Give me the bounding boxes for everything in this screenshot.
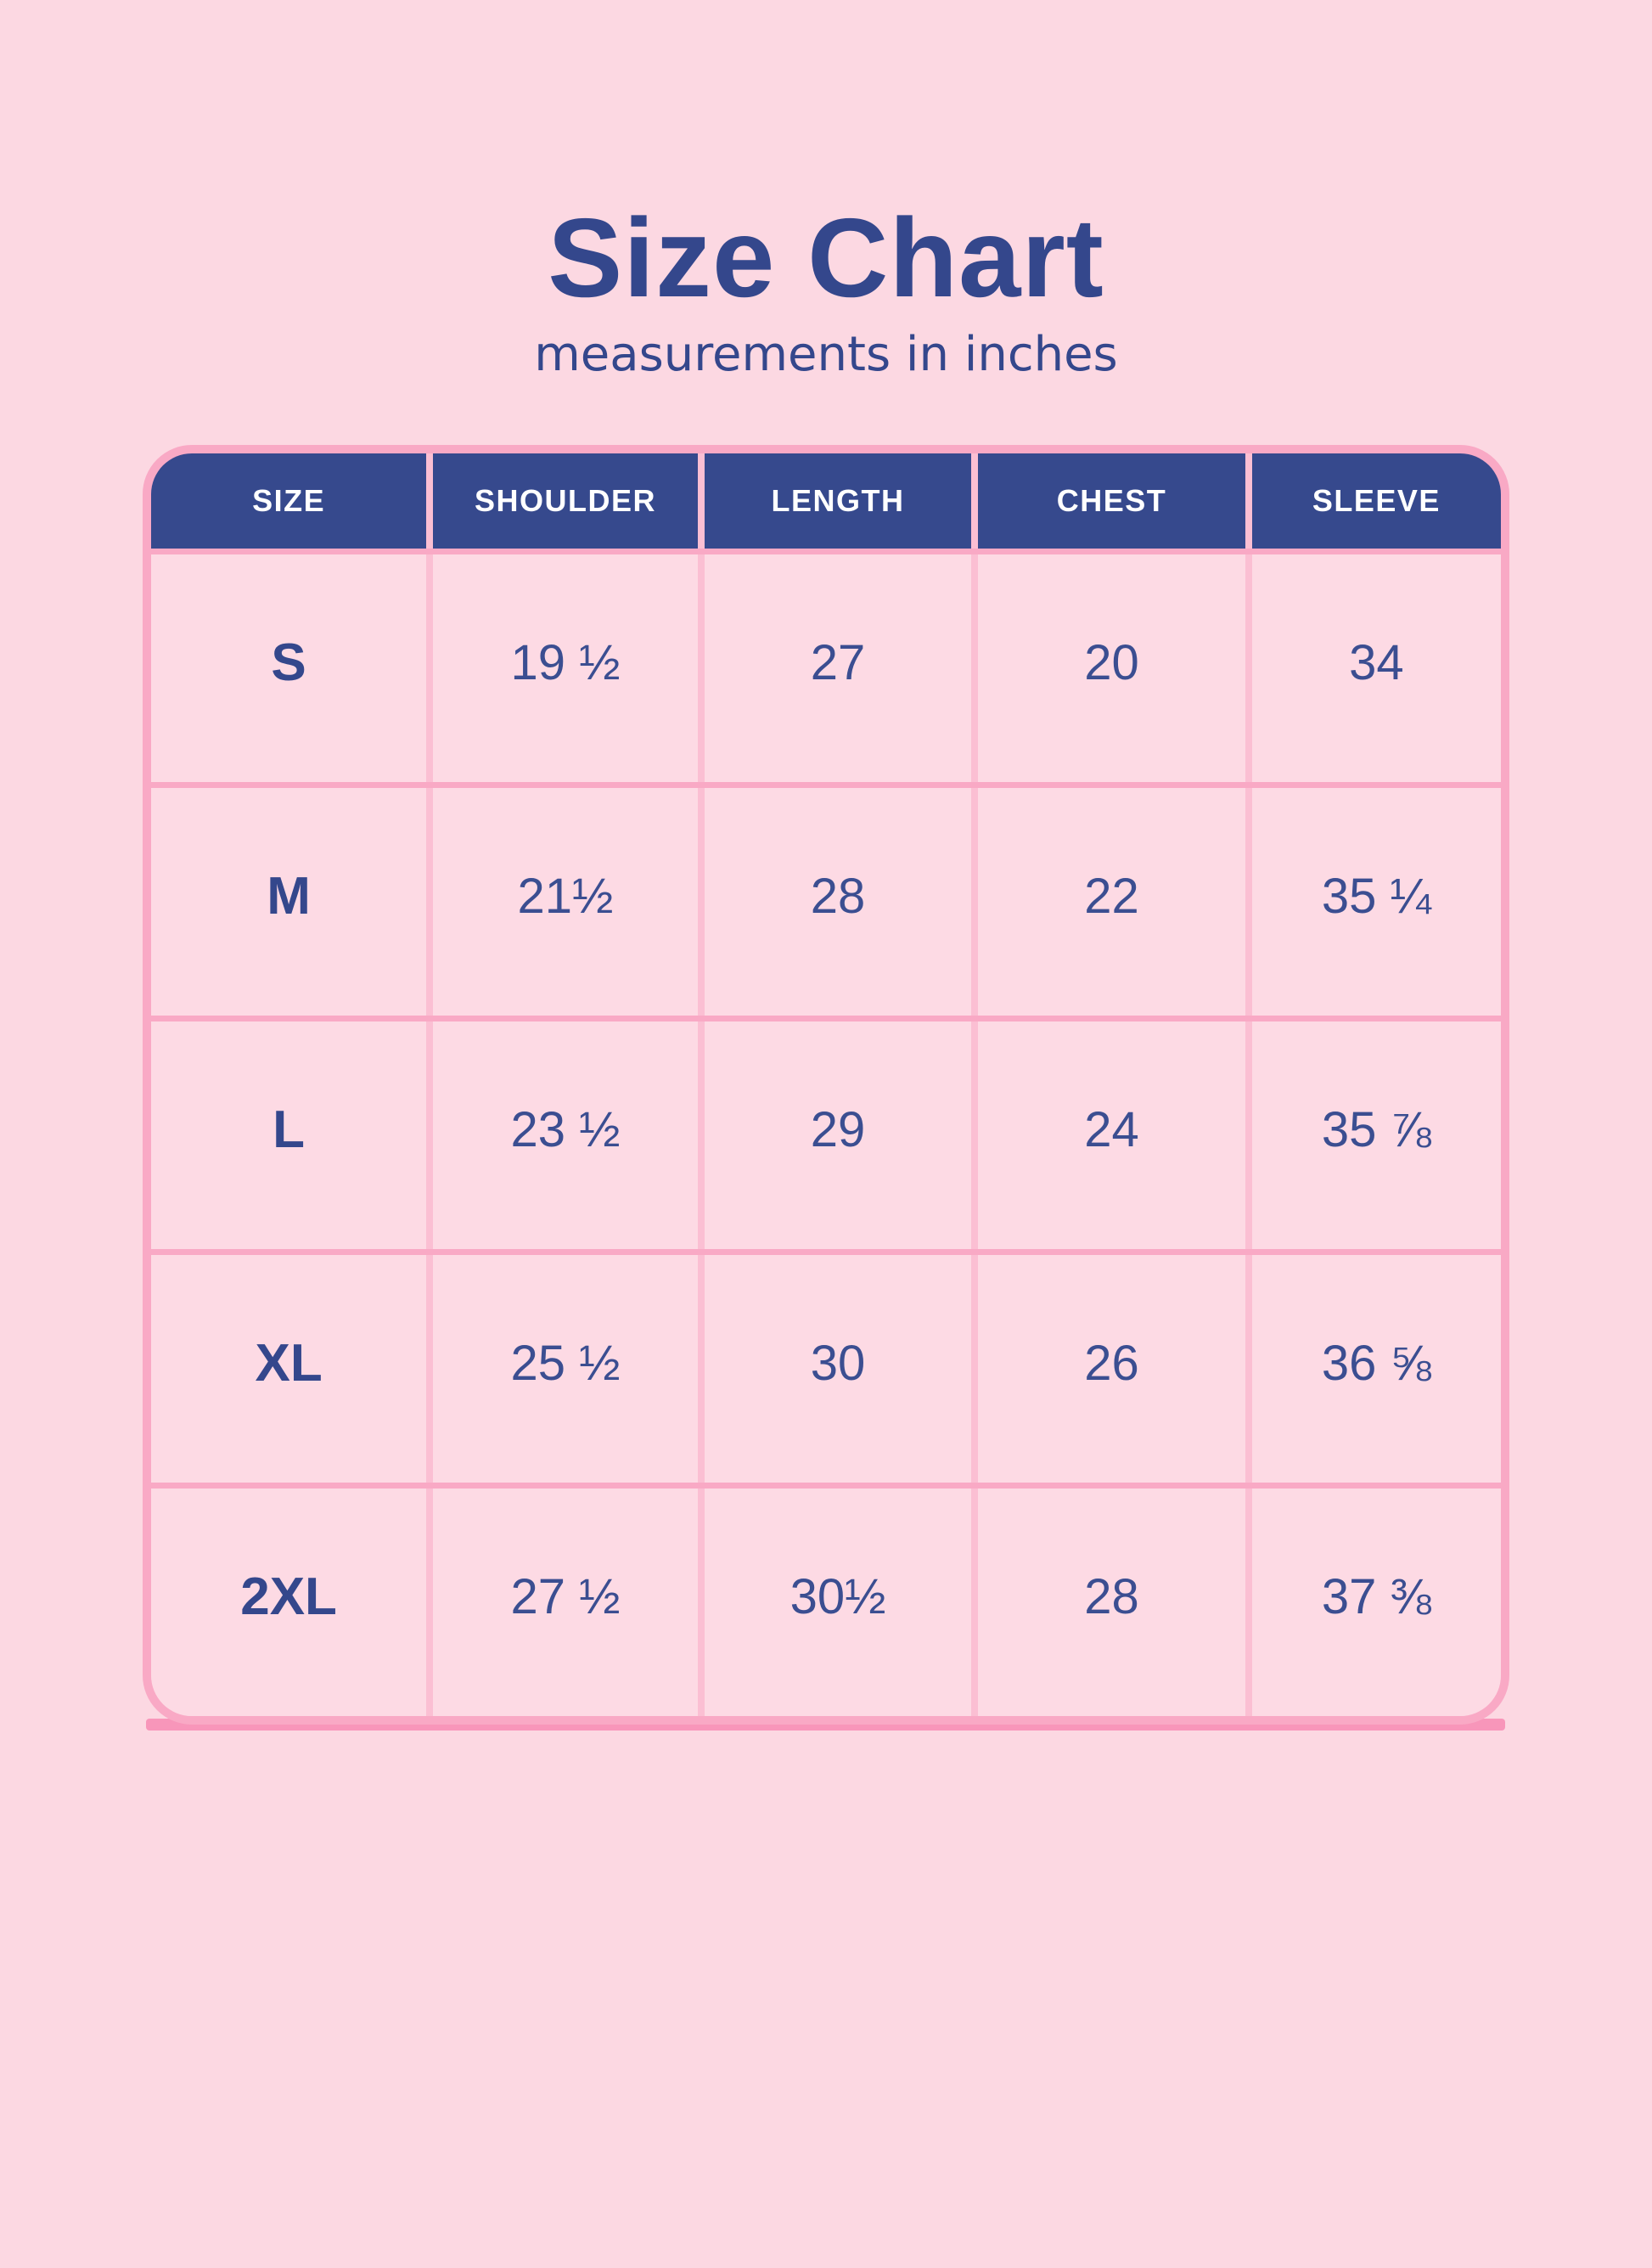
header-cell-chest: CHEST [978, 453, 1245, 549]
cell-sleeve: 34 [1251, 554, 1501, 782]
cell-shoulder: 25 ½ [433, 1255, 698, 1483]
cell-shoulder: 21½ [433, 788, 698, 1016]
cell-chest: 22 [978, 788, 1245, 1016]
cell-size: M [151, 788, 427, 1016]
page-title: Size Chart [548, 195, 1104, 320]
page-subtitle: measurements in inches [534, 327, 1118, 382]
cell-size: L [151, 1021, 427, 1249]
header-cell-shoulder: SHOULDER [433, 453, 698, 549]
header-cell-size: SIZE [151, 453, 427, 549]
table-row-s: S 19 ½ 27 20 34 [151, 554, 1501, 782]
cell-sleeve: 37 ⅜ [1251, 1489, 1501, 1716]
cell-shoulder: 19 ½ [433, 554, 698, 782]
size-table-wrap: SIZE SHOULDER LENGTH CHEST SLEEVE S 19 ½… [143, 445, 1509, 1731]
header-cell-length: LENGTH [704, 453, 972, 549]
cell-sleeve: 36 ⅝ [1251, 1255, 1501, 1483]
cell-shoulder: 23 ½ [433, 1021, 698, 1249]
cell-size: 2XL [151, 1489, 427, 1716]
table-row-l: L 23 ½ 29 24 35 ⅞ [151, 1021, 1501, 1249]
cell-chest: 24 [978, 1021, 1245, 1249]
cell-shoulder: 27 ½ [433, 1489, 698, 1716]
cell-length: 28 [704, 788, 972, 1016]
cell-size: XL [151, 1255, 427, 1483]
table-row-m: M 21½ 28 22 35 ¼ [151, 788, 1501, 1016]
cell-chest: 26 [978, 1255, 1245, 1483]
cell-length: 29 [704, 1021, 972, 1249]
cell-length: 27 [704, 554, 972, 782]
cell-length: 30 [704, 1255, 972, 1483]
cell-length: 30½ [704, 1489, 972, 1716]
cell-chest: 28 [978, 1489, 1245, 1716]
size-table: SIZE SHOULDER LENGTH CHEST SLEEVE S 19 ½… [143, 445, 1509, 1725]
table-header-row: SIZE SHOULDER LENGTH CHEST SLEEVE [151, 453, 1501, 549]
table-row-2xl: 2XL 27 ½ 30½ 28 37 ⅜ [151, 1489, 1501, 1716]
cell-chest: 20 [978, 554, 1245, 782]
table-row-xl: XL 25 ½ 30 26 36 ⅝ [151, 1255, 1501, 1483]
cell-sleeve: 35 ¼ [1251, 788, 1501, 1016]
cell-size: S [151, 554, 427, 782]
size-chart-page: Size Chart measurements in inches SIZE S… [0, 202, 1652, 2268]
cell-sleeve: 35 ⅞ [1251, 1021, 1501, 1249]
header-cell-sleeve: SLEEVE [1251, 453, 1501, 549]
